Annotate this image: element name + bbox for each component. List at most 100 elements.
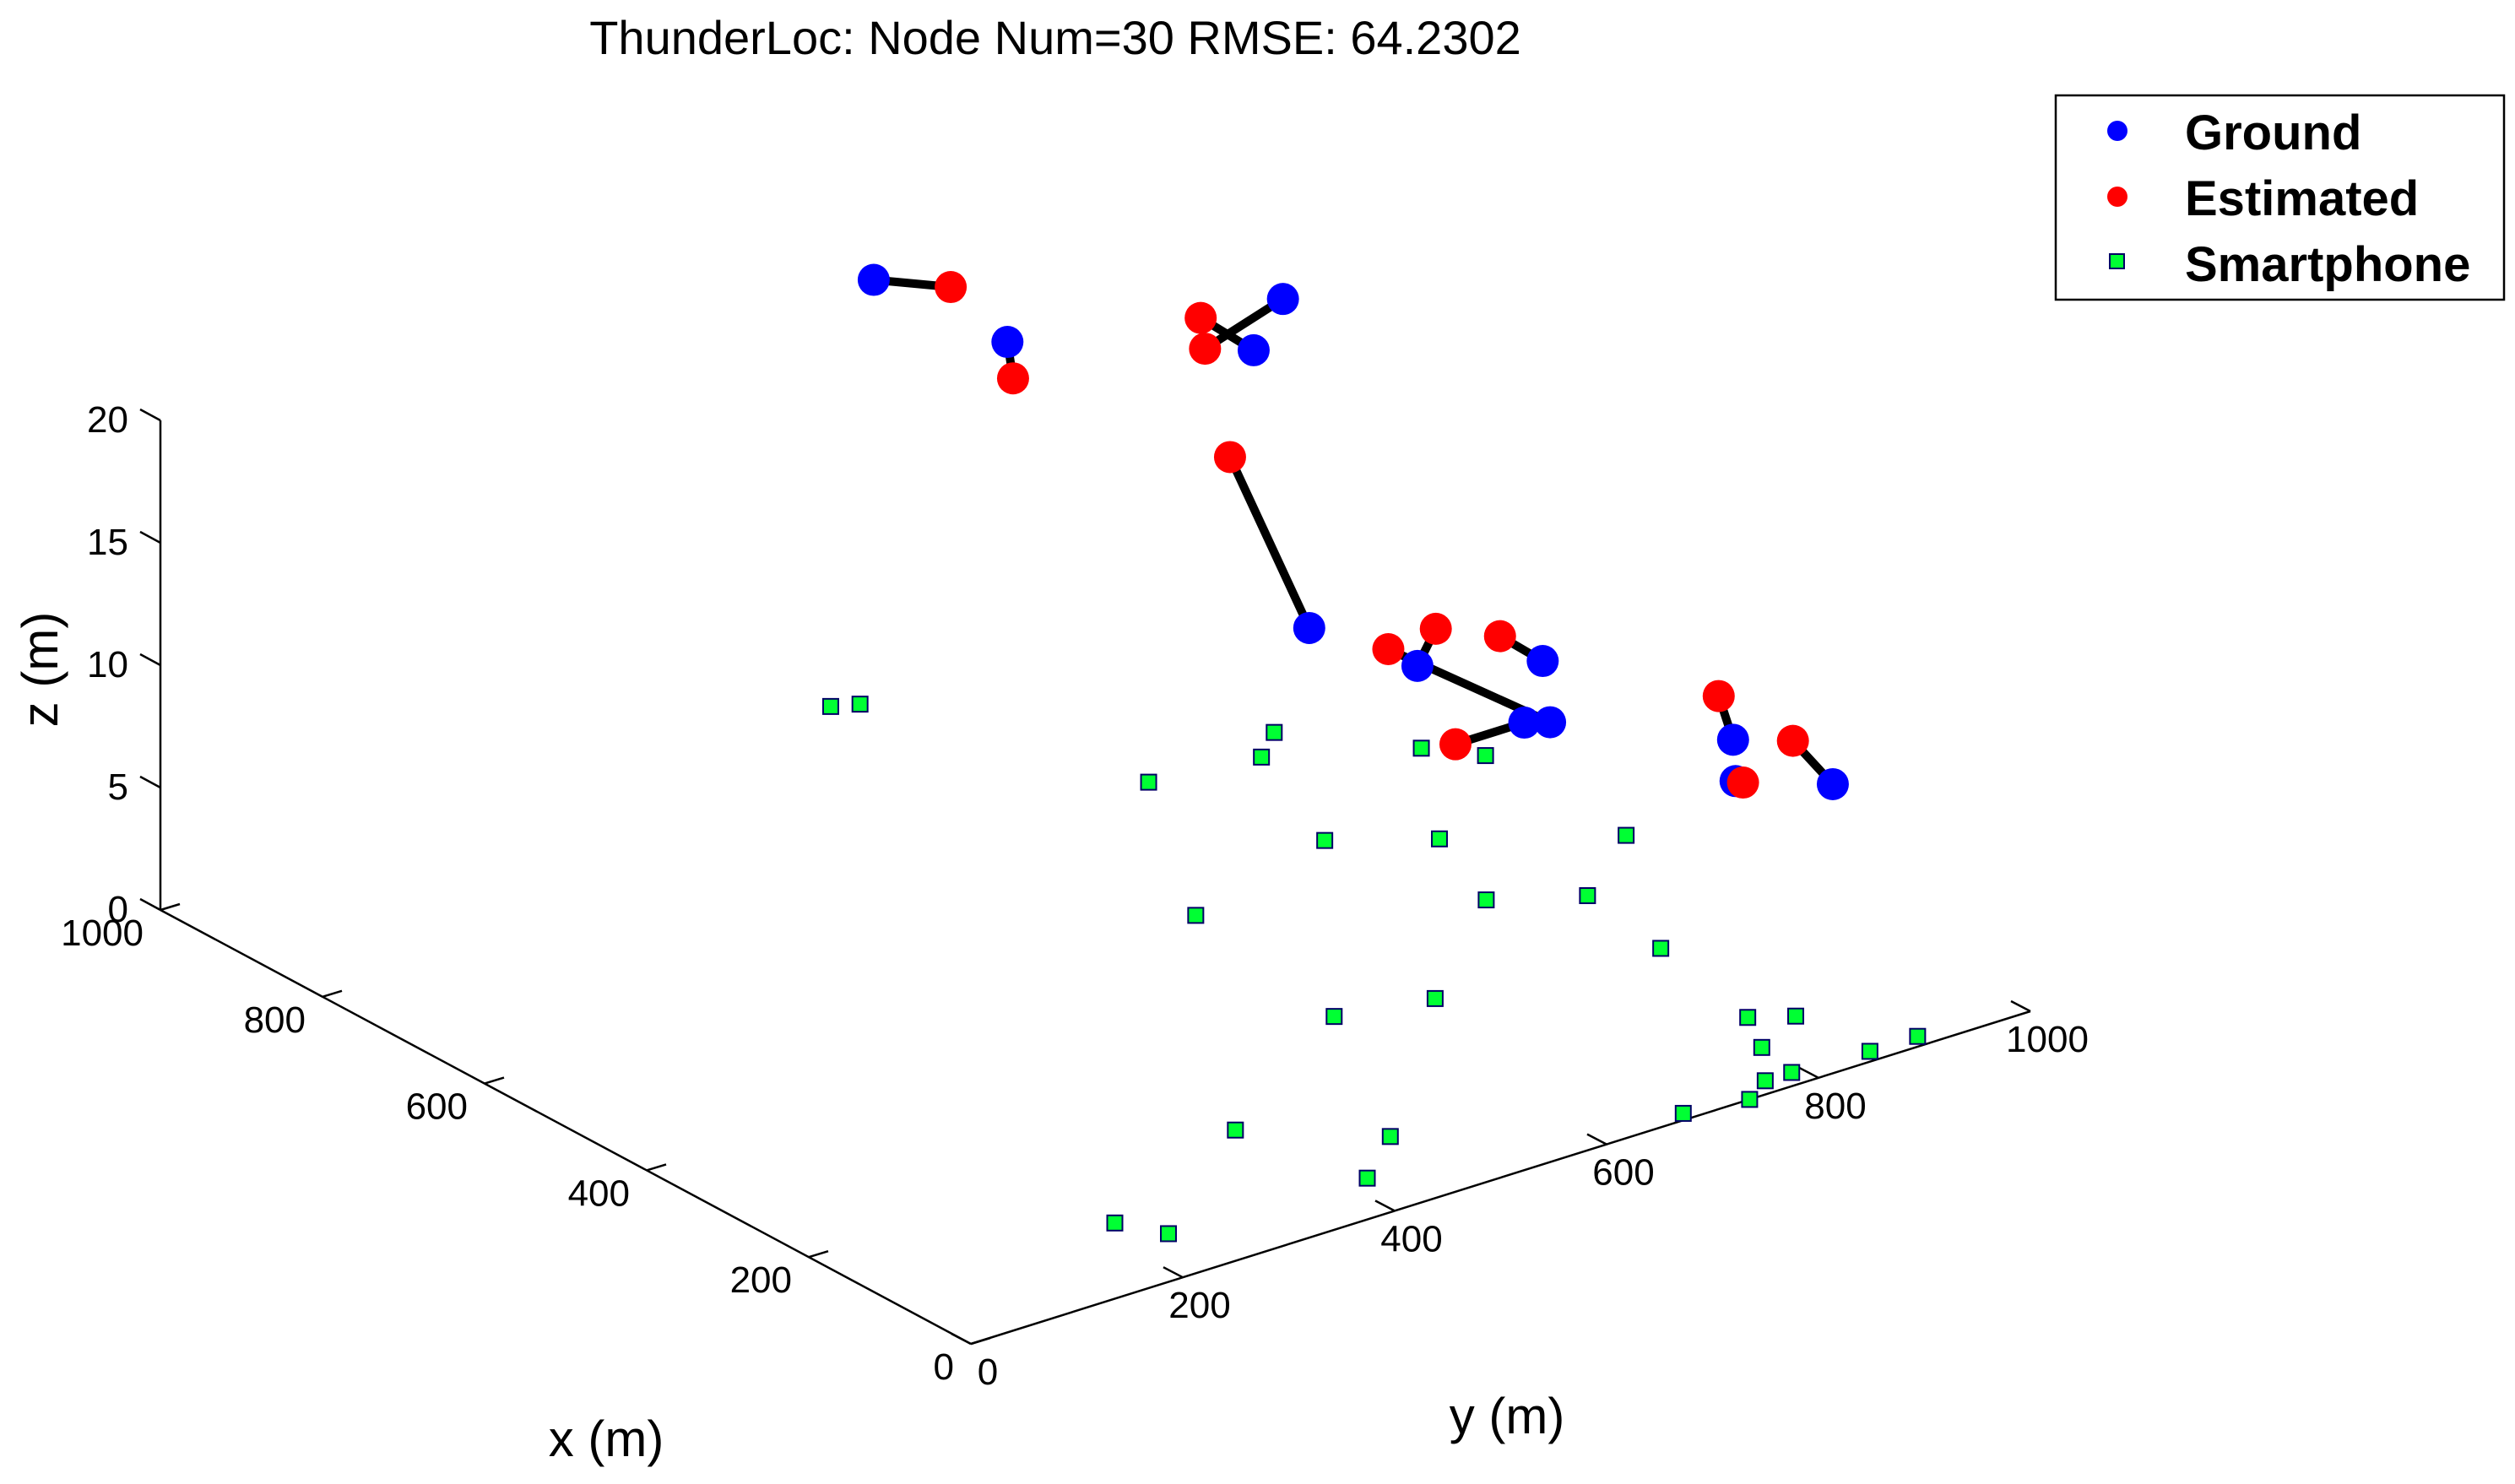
estimated-marker: [935, 271, 968, 304]
smartphone-marker: [1861, 1043, 1878, 1060]
smartphone-marker: [1652, 940, 1670, 957]
plot-axes: [159, 420, 2031, 1346]
ground-marker: [1508, 707, 1541, 739]
y-axis-label: y (m): [1450, 1388, 1565, 1444]
x-tick-mark: [484, 1076, 505, 1085]
z-axis-label: z (m): [12, 612, 68, 728]
smartphone-marker: [1739, 1009, 1757, 1026]
x-axis-label: x (m): [549, 1411, 664, 1467]
x-tick-mark: [646, 1163, 667, 1172]
smartphone-marker: [1783, 1064, 1801, 1081]
error-lines: [869, 275, 1837, 788]
smartphone-marker: [1756, 1072, 1774, 1090]
ground-marker: [1237, 333, 1270, 366]
smartphone-marker: [1477, 747, 1494, 765]
estimated-marker: [1776, 724, 1809, 757]
ground-marker: [1534, 706, 1567, 739]
y-tick-label: 600: [1592, 1152, 1654, 1194]
ground-marker: [1816, 767, 1849, 800]
smartphone-marker: [1227, 1121, 1244, 1139]
z-tick-label: 10: [87, 644, 128, 685]
ground-marker: [857, 263, 890, 296]
estimated-marker: [1372, 633, 1405, 665]
y-tick-mark: [1163, 1266, 1184, 1279]
smartphone-marker: [1753, 1038, 1770, 1056]
y-tick-label: 1000: [2006, 1019, 2089, 1060]
z-tick-label: 15: [87, 522, 128, 563]
smartphone-marker: [1909, 1027, 1927, 1045]
legend-estimated-icon: [2107, 187, 2127, 207]
smartphone-marker: [821, 697, 839, 715]
y-tick-label: 800: [1804, 1086, 1866, 1127]
z-tick-mark: [139, 408, 161, 422]
chart-title: ThunderLoc: Node Num=30 RMSE: 64.2302: [589, 11, 1521, 64]
x-tick-label: 0: [934, 1346, 954, 1388]
smartphone-marker: [1253, 748, 1271, 766]
estimated-marker: [1726, 766, 1759, 799]
ground-marker: [1293, 611, 1325, 644]
axis-ticks: 0200400600800100002004006008001000051015…: [61, 399, 2089, 1393]
legend-ground-icon: [2107, 121, 2127, 141]
smartphone-marker: [1618, 826, 1635, 844]
estimated-marker: [1184, 301, 1217, 334]
estimated-marker: [1439, 728, 1472, 761]
smartphone-marker: [1579, 887, 1596, 905]
y-tick-mark: [1798, 1066, 1819, 1079]
z-tick-label: 20: [87, 399, 128, 441]
smartphone-marker: [1358, 1169, 1376, 1187]
legend-estimated-label: Estimated: [2185, 171, 2419, 226]
y-tick-mark: [1374, 1200, 1396, 1212]
x-tick-label: 800: [244, 999, 306, 1041]
legend-smartphone-icon: [2109, 253, 2125, 269]
ground-marker: [1401, 649, 1434, 682]
x-axis-line: [160, 908, 972, 1346]
x-tick-mark: [160, 902, 181, 912]
y-axis-line: [970, 1010, 2031, 1346]
y-tick-mark: [1586, 1133, 1607, 1145]
smartphone-marker: [1477, 891, 1495, 909]
legend-box: [2054, 94, 2506, 301]
smartphone-marker: [1412, 739, 1430, 757]
legend-ground-label: Ground: [2185, 106, 2361, 160]
smartphone-marker: [1160, 1225, 1177, 1243]
y-tick-mark: [2010, 999, 2031, 1013]
y-tick-label: 200: [1168, 1285, 1230, 1326]
estimated-marker: [1189, 333, 1222, 366]
x-tick-mark: [808, 1250, 829, 1259]
smartphone-marker: [1381, 1128, 1399, 1145]
smartphone-marker: [1266, 723, 1283, 741]
smartphone-marker: [1426, 989, 1444, 1007]
y-tick-label: 0: [978, 1351, 998, 1393]
ground-marker: [1716, 723, 1749, 756]
smartphone-marker: [1325, 1008, 1343, 1026]
data-markers: [821, 263, 1927, 1243]
z-tick-mark: [139, 653, 161, 667]
smartphone-marker: [851, 696, 869, 713]
z-tick-label: 0: [108, 889, 128, 930]
estimated-marker: [1483, 620, 1516, 653]
ground-marker: [1526, 645, 1559, 678]
z-tick-mark: [139, 530, 161, 544]
legend: Ground Estimated Smartphone: [2054, 94, 2506, 301]
smartphone-marker: [1674, 1104, 1692, 1122]
smartphone-marker: [1431, 830, 1448, 848]
x-tick-label: 1000: [61, 913, 144, 954]
z-tick-mark: [139, 775, 161, 789]
error-line: [1225, 452, 1314, 632]
estimated-marker: [1419, 612, 1452, 645]
z-tick-mark: [139, 897, 161, 912]
smartphone-marker: [1741, 1091, 1759, 1108]
x-tick-label: 400: [568, 1173, 630, 1214]
smartphone-marker: [1106, 1214, 1124, 1232]
y-tick-mark: [951, 1332, 972, 1346]
legend-smartphone-label: Smartphone: [2185, 237, 2470, 292]
estimated-marker: [1213, 441, 1246, 474]
smartphone-marker: [1187, 907, 1205, 924]
smartphone-marker: [1140, 773, 1157, 791]
x-tick-mark: [970, 1336, 991, 1346]
estimated-marker: [1702, 680, 1735, 712]
x-tick-mark: [322, 989, 343, 998]
estimated-marker: [996, 362, 1029, 395]
z-tick-label: 5: [108, 766, 128, 808]
